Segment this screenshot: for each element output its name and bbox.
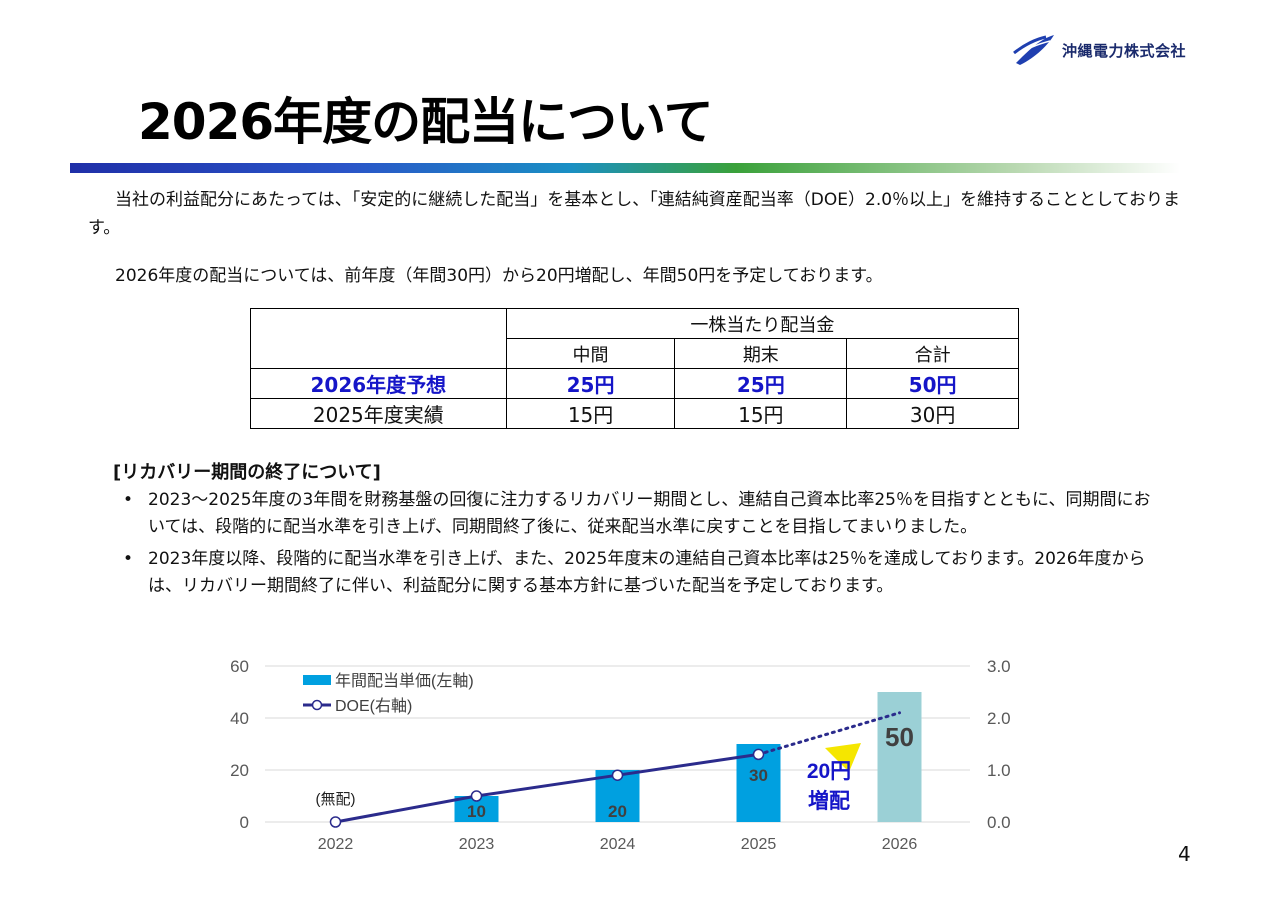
- column-header-interim: 中間: [505, 338, 676, 369]
- table-group-header: 一株当たり配当金: [505, 308, 1020, 339]
- actual-interim: 15円: [505, 398, 676, 429]
- doe-point: [470, 790, 483, 802]
- doe-point: [611, 769, 624, 781]
- page-title: 2026年度の配当について: [138, 93, 714, 151]
- legend-line-label: DOE(右軸): [335, 697, 412, 715]
- bullet-item: • 2023～2025年度の3年間を財務基盤の回復に注力するリカバリー期間とし、…: [123, 487, 1163, 541]
- title-rule: [70, 163, 1180, 173]
- increase-label-amount: 20円: [807, 760, 851, 783]
- recovery-bullets: • 2023～2025年度の3年間を財務基盤の回復に注力するリカバリー期間とし、…: [123, 487, 1163, 605]
- doe-point: [329, 816, 342, 828]
- row-label-actual: 2025年度実績: [250, 398, 507, 429]
- x-axis-tick-label: 2022: [318, 836, 354, 853]
- dividend-doe-chart: 0 20 40 60 0.0 1.0 2.0 3.0 2022 2023 2024 2025 2026 1…: [230, 657, 1011, 853]
- column-header-year-end: 期末: [674, 338, 848, 369]
- legend-line-marker: [311, 699, 323, 711]
- recovery-heading: [リカバリー期間の終了について]: [113, 462, 381, 483]
- x-axis-tick-label: 2025: [741, 836, 777, 853]
- bullet-dot: •: [123, 490, 134, 510]
- doe-point: [752, 748, 765, 761]
- okiden-logo-icon: [1011, 35, 1054, 65]
- legend-bar-swatch: [303, 675, 331, 685]
- right-axis-tick-label: 3.0: [987, 657, 1011, 676]
- left-axis-tick-label: 60: [230, 657, 249, 676]
- actual-total: 30円: [846, 398, 1019, 429]
- left-axis-tick-label: 0: [240, 813, 249, 832]
- bullet-dot: •: [123, 549, 134, 569]
- right-axis-tick-label: 0.0: [987, 813, 1011, 832]
- company-logo: 沖縄電力株式会社: [1010, 32, 1200, 68]
- x-axis-tick-label: 2024: [600, 836, 636, 853]
- page-number: 4: [1178, 842, 1191, 866]
- bullet-text: 2023～2025年度の3年間を財務基盤の回復に注力するリカバリー期間とし、連結…: [148, 490, 1151, 537]
- bar-data-label: 30: [749, 766, 768, 785]
- actual-year-end: 15円: [674, 398, 848, 429]
- no-dividend-label: (無配): [316, 791, 356, 808]
- bar-data-label: 50: [885, 722, 914, 752]
- x-axis-tick-label: 2026: [882, 836, 918, 853]
- bar-data-label: 10: [467, 802, 486, 821]
- bullet-item: • 2023年度以降、段階的に配当水準を引き上げ、また、2025年度末の連結自己…: [123, 546, 1163, 600]
- forecast-interim: 25円: [505, 368, 676, 399]
- bar-data-label: 20: [608, 802, 627, 821]
- left-axis-tick-label: 20: [230, 761, 249, 780]
- forecast-total: 50円: [846, 368, 1019, 399]
- increase-arrow-icon: [825, 743, 861, 772]
- right-axis-tick-label: 2.0: [987, 709, 1011, 728]
- forecast-year-end: 25円: [674, 368, 848, 399]
- doe-line: [335, 752, 759, 824]
- table-row-actual: 2025年度実績 15円 15円 30円: [250, 398, 1019, 429]
- increase-label-text: 増配: [808, 789, 850, 813]
- company-name: 沖縄電力株式会社: [1062, 41, 1187, 60]
- table-row-forecast: 2026年度予想 25円 25円 50円: [250, 368, 1019, 399]
- intro-paragraph-2: 2026年度の配当については、前年度（年間30円）から20円増配し、年間50円を…: [115, 266, 883, 286]
- legend-bar-label: 年間配当単価(左軸): [335, 672, 474, 690]
- left-axis-tick-label: 40: [230, 709, 249, 728]
- dividend-table: 一株当たり配当金 中間 期末 合計 2026年度予想 25円 25円 50円 2…: [250, 308, 1020, 429]
- right-axis-tick-label: 1.0: [987, 761, 1011, 780]
- column-header-total: 合計: [846, 338, 1019, 369]
- x-axis-tick-label: 2023: [459, 836, 495, 853]
- table-corner-cell: [250, 308, 507, 369]
- intro-paragraph-1: 当社の利益配分にあたっては、「安定的に継続した配当」を基本とし、「連結純資産配当…: [88, 190, 1181, 238]
- row-label-forecast: 2026年度予想: [250, 368, 507, 399]
- bullet-text: 2023年度以降、段階的に配当水準を引き上げ、また、2025年度末の連結自己資本…: [148, 549, 1146, 596]
